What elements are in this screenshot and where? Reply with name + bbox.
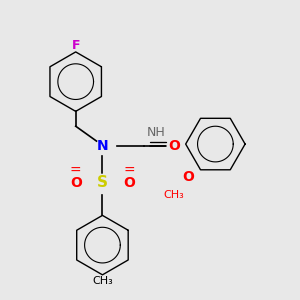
Text: =: =: [123, 164, 135, 178]
Text: O: O: [123, 176, 135, 190]
Text: F: F: [71, 40, 80, 52]
Text: S: S: [97, 175, 108, 190]
Text: CH₃: CH₃: [164, 190, 184, 200]
Text: O: O: [168, 139, 180, 152]
Text: =: =: [70, 164, 82, 178]
Text: O: O: [70, 176, 82, 190]
Text: NH: NH: [147, 126, 165, 139]
Text: N: N: [97, 139, 108, 152]
Text: CH₃: CH₃: [92, 276, 113, 286]
Text: O: O: [183, 170, 195, 184]
